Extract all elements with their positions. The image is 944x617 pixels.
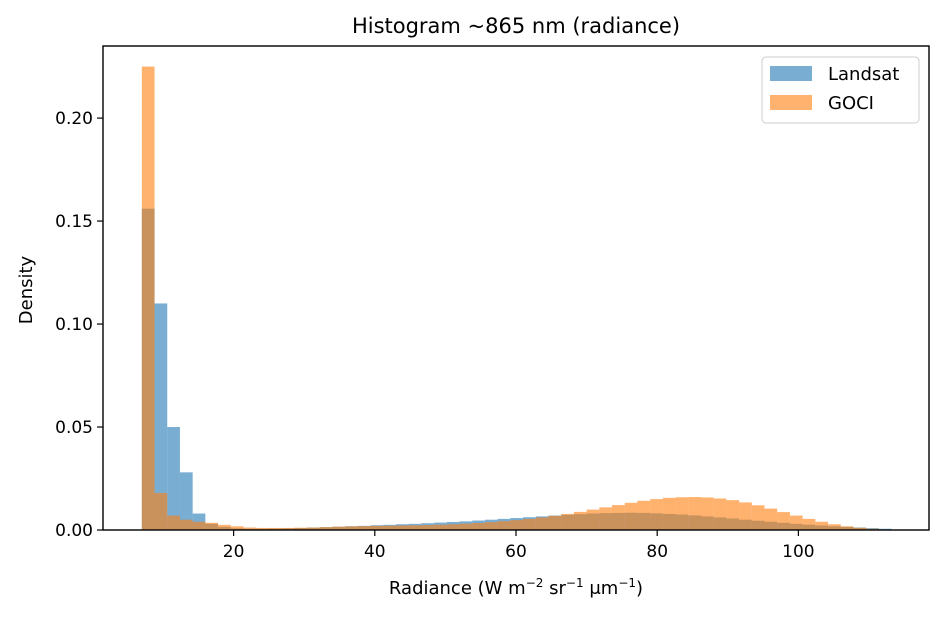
y-tick-label: 0.05 xyxy=(55,418,93,438)
bar-goci-18 xyxy=(370,525,384,530)
bar-goci-30 xyxy=(523,518,536,530)
bar-goci-24 xyxy=(446,524,460,530)
legend: Landsat GOCI xyxy=(761,56,920,124)
bar-goci-22 xyxy=(421,525,435,530)
bar-goci-47 xyxy=(739,502,752,530)
bar-goci-53 xyxy=(815,521,829,530)
legend-label-goci: GOCI xyxy=(828,93,874,114)
y-tick-label: 0.20 xyxy=(55,109,93,129)
legend-swatch-goci xyxy=(770,95,812,110)
bar-goci-52 xyxy=(802,518,816,530)
bar-goci-3 xyxy=(179,519,193,530)
bar-goci-45 xyxy=(713,498,727,530)
bar-goci-20 xyxy=(395,525,409,530)
bar-goci-38 xyxy=(624,502,638,530)
bar-goci-10 xyxy=(268,527,282,530)
bar-goci-0 xyxy=(141,66,155,531)
y-tick-label: 0.15 xyxy=(55,212,93,232)
x-axis-label: Radiance (W m−2 sr−1 μm−1) xyxy=(389,576,643,599)
y-axis-label: Density xyxy=(16,255,37,324)
x-tick-label: 80 xyxy=(646,542,668,562)
bar-goci-27 xyxy=(484,522,498,530)
x-axis-label-part: ) xyxy=(636,578,643,599)
bar-goci-5 xyxy=(205,522,219,530)
bar-goci-2 xyxy=(167,515,180,530)
bar-goci-46 xyxy=(726,500,740,530)
bar-goci-13 xyxy=(307,527,320,530)
bar-goci-21 xyxy=(408,525,422,530)
bar-goci-36 xyxy=(599,507,613,530)
bar-goci-15 xyxy=(332,526,346,530)
bar-goci-16 xyxy=(345,526,358,530)
bar-landsat-1 xyxy=(154,303,168,530)
bar-goci-31 xyxy=(535,517,549,530)
y-tick-label: 0.10 xyxy=(55,315,93,335)
bar-goci-54 xyxy=(828,524,841,530)
bar-goci-29 xyxy=(510,520,524,530)
bar-goci-19 xyxy=(383,525,396,530)
x-tick-label: 40 xyxy=(364,542,386,562)
bar-goci-14 xyxy=(319,527,333,530)
series-goci-bars xyxy=(141,66,879,531)
x-axis-label-exponent: −2 xyxy=(526,576,544,590)
bar-goci-25 xyxy=(459,523,473,530)
bar-goci-1 xyxy=(154,492,168,530)
legend-swatch-landsat xyxy=(770,66,812,81)
bar-goci-43 xyxy=(688,497,701,530)
y-tick-label: 0.00 xyxy=(55,521,93,541)
x-axis-label-exponent: −1 xyxy=(618,576,636,590)
bar-goci-7 xyxy=(230,526,244,530)
bar-goci-17 xyxy=(357,526,371,530)
bar-goci-41 xyxy=(662,497,676,530)
bar-goci-55 xyxy=(840,526,854,530)
bar-goci-39 xyxy=(637,500,651,530)
bar-landsat-2 xyxy=(167,427,180,530)
bar-goci-42 xyxy=(675,497,689,530)
x-tick-label: 60 xyxy=(505,542,527,562)
bar-goci-37 xyxy=(612,505,625,530)
x-axis-label-part: μm xyxy=(584,578,619,599)
plot-frame xyxy=(102,45,930,531)
bar-goci-23 xyxy=(434,524,447,530)
bar-goci-34 xyxy=(573,511,587,530)
legend-label-landsat: Landsat xyxy=(828,64,899,85)
bar-goci-6 xyxy=(218,524,231,530)
x-axis-label-part: sr xyxy=(543,578,566,599)
bar-goci-11 xyxy=(281,527,295,530)
x-tick-label: 100 xyxy=(782,542,814,562)
bar-goci-49 xyxy=(764,508,778,530)
bar-goci-56 xyxy=(853,527,867,530)
bar-goci-12 xyxy=(294,527,308,530)
bars-layer xyxy=(141,66,892,531)
bar-goci-33 xyxy=(561,513,574,530)
x-axis-label-part: Radiance (W m xyxy=(389,578,526,599)
bar-goci-40 xyxy=(650,499,663,530)
x-axis-label-exponent: −1 xyxy=(566,576,584,590)
x-tick-label: 20 xyxy=(223,542,245,562)
ticks-layer: 20 40 60 80 100 0.00 0.05 0.10 0.15 0.20 xyxy=(55,109,814,562)
bar-landsat-3 xyxy=(179,472,193,530)
bar-goci-51 xyxy=(789,515,803,530)
chart-title: Histogram ~865 nm (radiance) xyxy=(352,14,680,38)
bar-goci-48 xyxy=(751,505,765,530)
bar-goci-32 xyxy=(548,515,562,530)
bar-goci-44 xyxy=(700,497,714,530)
bar-goci-8 xyxy=(243,527,257,530)
bar-goci-35 xyxy=(586,509,600,530)
bar-goci-4 xyxy=(192,521,206,530)
bar-goci-28 xyxy=(497,521,511,530)
bar-goci-50 xyxy=(777,512,790,530)
bar-goci-26 xyxy=(472,522,485,530)
bar-goci-9 xyxy=(256,527,269,530)
